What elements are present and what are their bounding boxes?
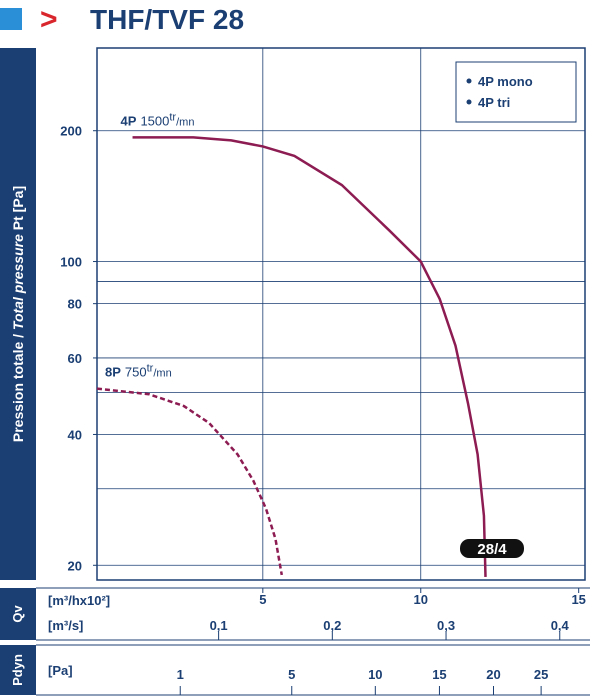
curve-label: 4P 1500tr/mn — [121, 111, 195, 128]
x3-tick-label: 25 — [534, 667, 548, 682]
y-tick-label: 80 — [68, 297, 82, 312]
x3-tick-label: 1 — [177, 667, 184, 682]
x3-tick-label: 10 — [368, 667, 382, 682]
x3-tick-label: 15 — [432, 667, 446, 682]
y-tick-label: 60 — [68, 351, 82, 366]
curve-label-speed: 1500 — [140, 113, 169, 128]
x2-unit: [m³/s] — [48, 618, 83, 633]
y-tick-label: 200 — [60, 124, 82, 139]
legend-label: 4P mono — [478, 74, 533, 89]
badge-bg — [460, 539, 524, 558]
x3-tick-label: 5 — [288, 667, 295, 682]
curve-label-speed-unit-top: tr — [169, 111, 176, 123]
curve-label-speed-unit-bottom: /mn — [176, 116, 194, 128]
x2-tick-label: 0,1 — [210, 618, 228, 633]
qv-label: Qv — [10, 605, 25, 623]
x3-tick-label: 20 — [486, 667, 500, 682]
curve-label-speed-unit-top: tr — [147, 363, 154, 375]
pdyn-label: Pdyn — [10, 654, 25, 686]
header-square — [0, 8, 22, 30]
curve-label-speed: 750 — [125, 365, 147, 380]
x-unit: [m³/hx10²] — [48, 593, 110, 608]
y-axis-title: Pression totale / Total pressure Pt [Pa] — [10, 186, 26, 442]
curve — [132, 136, 487, 577]
x2-tick-label: 0,3 — [437, 618, 455, 633]
curve-label-name: 4P — [121, 113, 137, 128]
curve-label: 8P 750tr/mn — [105, 363, 172, 380]
x2-tick-label: 0,4 — [551, 618, 570, 633]
y-tick-label: 40 — [68, 427, 82, 442]
plot-area — [96, 47, 586, 581]
legend-label: 4P tri — [478, 95, 510, 110]
qv-band — [0, 588, 36, 640]
curve-label-name: 8P — [105, 365, 121, 380]
curve-label-speed-unit-bottom: /mn — [153, 368, 171, 380]
y-tick-label: 100 — [60, 255, 82, 270]
curve — [96, 387, 284, 576]
y-label-band — [0, 48, 36, 580]
badge: 28/4 — [477, 541, 507, 558]
header-title: THF/TVF 28 — [90, 4, 244, 35]
y-tick-label: 20 — [68, 558, 82, 573]
x2-tick-label: 0,2 — [323, 618, 341, 633]
header-marker: > — [40, 3, 58, 36]
x-tick-label: 5 — [259, 592, 266, 607]
legend-bullet — [466, 99, 472, 105]
x-tick-label: 15 — [571, 592, 585, 607]
x-tick-label: 10 — [414, 592, 428, 607]
pdyn-band — [0, 645, 36, 695]
x3-unit: [Pa] — [48, 663, 73, 678]
legend — [455, 61, 577, 123]
legend-bullet — [466, 78, 472, 84]
